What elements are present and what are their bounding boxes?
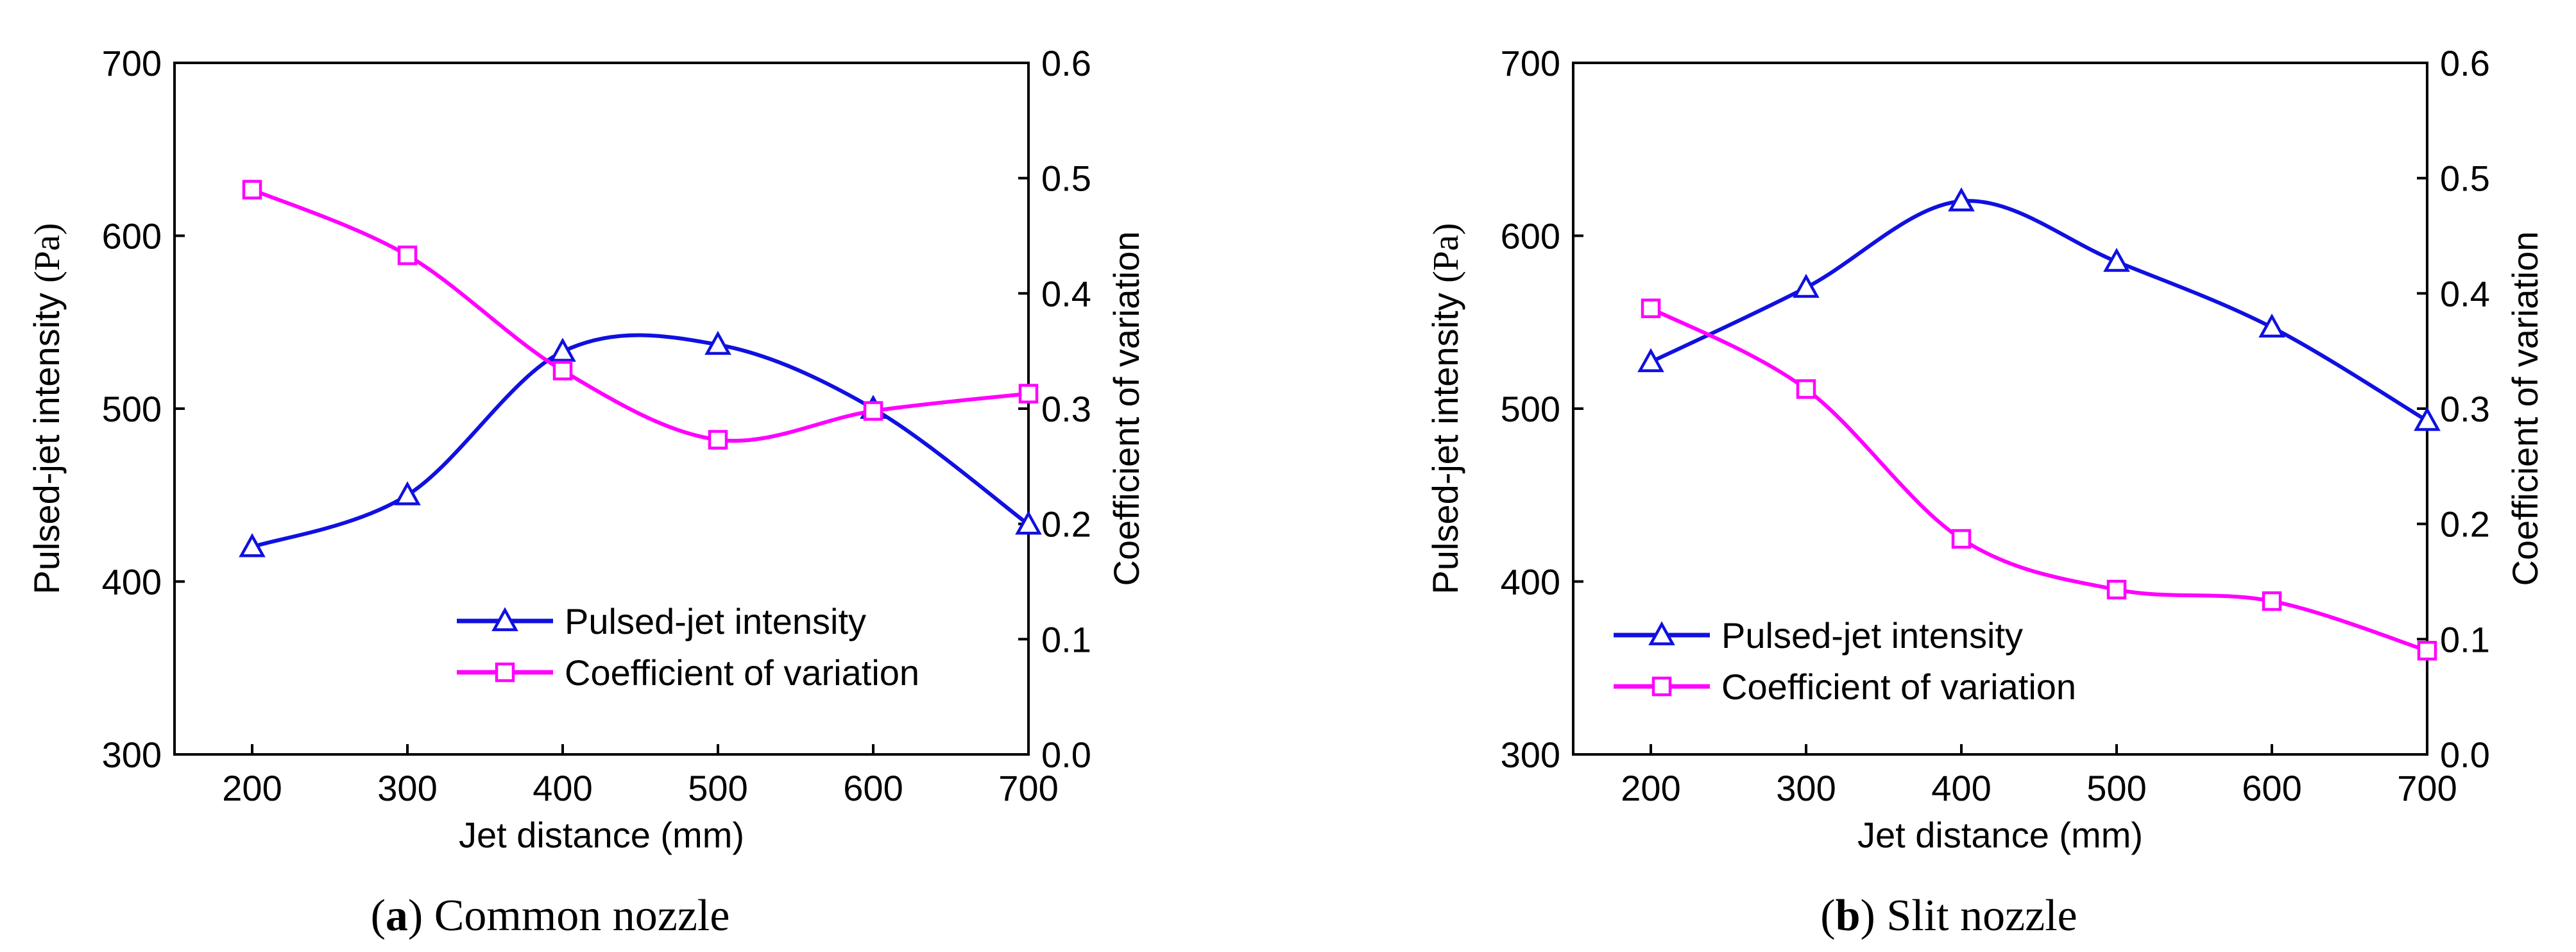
- x-tick-label: 700: [2397, 768, 2457, 808]
- series-line-pulsed-jet-intensity: [252, 333, 1030, 549]
- data-point-coefficient-of-variation: [2106, 579, 2127, 600]
- panel-caption: (b) Slit nozzle: [1820, 891, 2077, 940]
- y-tick-label: 700: [102, 43, 162, 83]
- data-point-pulsed-jet-intensity: [394, 481, 421, 506]
- caption-paren-open: (: [1820, 891, 1835, 940]
- data-point-coefficient-of-variation: [2417, 641, 2437, 661]
- caption-letter: b: [1836, 891, 1861, 940]
- y-axis-title: Pulsed-jet intensity (Pa): [26, 223, 67, 595]
- y-tick-label: 400: [102, 562, 162, 602]
- y-tick-label: 500: [102, 389, 162, 429]
- y-tick-label: 400: [1501, 562, 1560, 602]
- chart-panel-a: 200 300 400 500 600 7003004005006007000.00.10…: [26, 43, 1147, 940]
- data-point-coefficient-of-variation: [1951, 529, 1972, 549]
- y2-tick-label: 0.1: [2440, 619, 2490, 659]
- y2-tick-label: 0.1: [1041, 619, 1091, 659]
- y-tick-label: 700: [1501, 43, 1560, 83]
- caption-letter: a: [386, 891, 408, 940]
- series-line-coefficient-of-variation: [251, 187, 1029, 443]
- caption-text: Common nozzle: [434, 891, 730, 940]
- y2-tick-label: 0.4: [1041, 273, 1091, 314]
- data-point-pulsed-jet-intensity: [1015, 510, 1042, 535]
- x-tick-label: 300: [1776, 768, 1836, 808]
- y-tick-label: 300: [1501, 735, 1560, 775]
- legend-marker-pulsed-jet-intensity: [491, 607, 518, 631]
- legend-marker-coefficient-of-variation: [1651, 676, 1672, 697]
- data-point-pulsed-jet-intensity: [239, 532, 266, 557]
- plot-area: 200 300 400 500 600 7003004005006007000.00.10…: [102, 43, 1091, 808]
- y2-tick-label: 0.0: [1041, 735, 1091, 775]
- x-axis-title: Jet distance (mm): [1857, 815, 2143, 855]
- y2-tick-label: 0.4: [2440, 273, 2490, 314]
- x-tick-label: 300: [377, 768, 437, 808]
- legend-marker-coefficient-of-variation: [495, 662, 515, 683]
- series-line-pulsed-jet-intensity: [1650, 199, 2428, 423]
- y2-tick-label: 0.5: [1041, 158, 1091, 199]
- data-point-coefficient-of-variation: [242, 180, 262, 200]
- legend: Pulsed-jet intensity Coefficient of vari…: [457, 601, 919, 693]
- y2-tick-label: 0.5: [2440, 158, 2490, 199]
- x-tick-label: 200: [1621, 768, 1680, 808]
- x-tick-label: 600: [2242, 768, 2301, 808]
- x-tick-label: 500: [688, 768, 747, 808]
- x-axis-title: Jet distance (mm): [459, 815, 744, 855]
- y2-tick-label: 0.6: [1041, 43, 1091, 83]
- data-point-pulsed-jet-intensity: [1948, 187, 1975, 212]
- caption-text: Slit nozzle: [1886, 891, 2077, 940]
- x-tick-label: 700: [998, 768, 1058, 808]
- data-point-coefficient-of-variation: [1641, 298, 1661, 318]
- legend-label-pulsed-jet-intensity: Pulsed-jet intensity: [565, 601, 866, 642]
- panel-caption: (a) Common nozzle: [371, 891, 730, 940]
- y2-tick-label: 0.3: [2440, 389, 2490, 429]
- data-point-pulsed-jet-intensity: [2103, 248, 2130, 272]
- plot-area: 200 300 400 500 600 7003004005006007000.00.10…: [1501, 43, 2490, 808]
- data-point-coefficient-of-variation: [397, 245, 418, 266]
- y-tick-label: 600: [1501, 216, 1560, 257]
- data-point-coefficient-of-variation: [863, 401, 883, 421]
- y-axis-title-unit: (Pa): [1426, 223, 1466, 283]
- y2-axis-title: Coefficient of variation: [1106, 231, 1147, 586]
- y-axis-title-unit: (Pa): [28, 223, 67, 283]
- legend-label-coefficient-of-variation: Coefficient of variation: [565, 652, 919, 693]
- data-point-coefficient-of-variation: [1796, 379, 1816, 399]
- caption-paren-close: ): [408, 891, 434, 940]
- y-tick-label: 500: [1501, 389, 1560, 429]
- y2-tick-label: 0.3: [1041, 389, 1091, 429]
- data-point-pulsed-jet-intensity: [704, 330, 731, 355]
- y2-tick-label: 0.6: [2440, 43, 2490, 83]
- data-point-coefficient-of-variation: [708, 430, 728, 450]
- caption-paren-close: ): [1861, 891, 1887, 940]
- data-point-pulsed-jet-intensity: [549, 337, 576, 362]
- chart-panel-b: 200 300 400 500 600 7003004005006007000.00.10…: [1425, 43, 2545, 940]
- y2-tick-label: 0.2: [1041, 504, 1091, 545]
- x-tick-label: 200: [222, 768, 282, 808]
- legend-label-pulsed-jet-intensity: Pulsed-jet intensity: [1721, 615, 2023, 656]
- caption-paren-open: (: [371, 891, 386, 940]
- data-point-pulsed-jet-intensity: [2258, 313, 2285, 338]
- y-tick-label: 600: [102, 216, 162, 257]
- y2-tick-label: 0.0: [2440, 735, 2490, 775]
- data-point-coefficient-of-variation: [552, 361, 573, 380]
- legend-marker-pulsed-jet-intensity: [1648, 621, 1675, 645]
- data-point-pulsed-jet-intensity: [1637, 348, 1664, 373]
- data-point-pulsed-jet-intensity: [1793, 273, 1820, 298]
- x-tick-label: 400: [1931, 768, 1991, 808]
- y2-tick-label: 0.2: [2440, 504, 2490, 545]
- x-tick-label: 400: [533, 768, 592, 808]
- series-line-coefficient-of-variation: [1650, 307, 2428, 653]
- y-axis-title: Pulsed-jet intensity (Pa): [1425, 223, 1466, 595]
- legend-label-coefficient-of-variation: Coefficient of variation: [1721, 667, 2076, 707]
- y2-axis-title: Coefficient of variation: [2505, 231, 2545, 586]
- legend: Pulsed-jet intensity Coefficient of vari…: [1614, 615, 2076, 707]
- x-tick-label: 500: [2086, 768, 2146, 808]
- y-axis-title-main: Pulsed-jet intensity: [26, 283, 67, 595]
- y-axis-title-main: Pulsed-jet intensity: [1425, 283, 1465, 595]
- y-tick-label: 300: [102, 735, 162, 775]
- data-point-coefficient-of-variation: [2262, 591, 2282, 611]
- data-point-coefficient-of-variation: [1018, 384, 1039, 404]
- data-point-pulsed-jet-intensity: [2414, 407, 2441, 431]
- x-tick-label: 600: [843, 768, 903, 808]
